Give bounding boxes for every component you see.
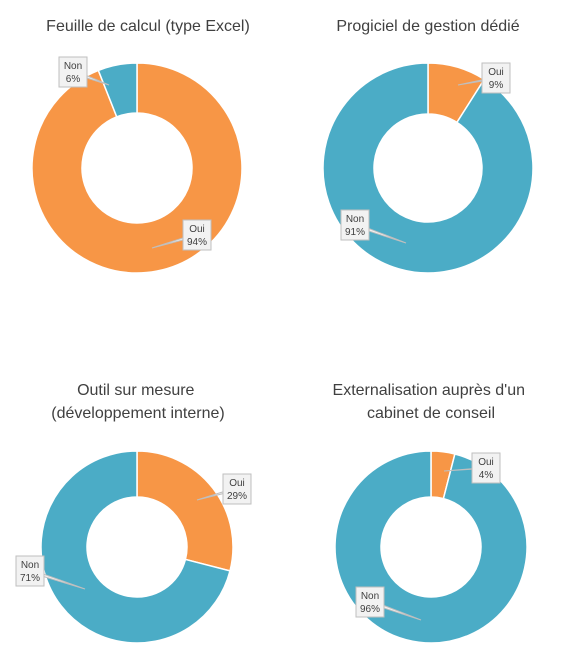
chart-outil-sur-mesure: Outil sur mesure (développement interne)… — [15, 382, 252, 644]
data-label-value: 71% — [20, 573, 40, 584]
data-label-box — [182, 219, 212, 251]
data-label-category: Oui — [478, 457, 494, 468]
chart-title: Outil sur mesure (développement interne) — [51, 382, 224, 422]
data-label-box — [340, 209, 370, 241]
data-label-category: Oui — [229, 478, 245, 489]
slice-non — [322, 62, 534, 274]
data-label-box — [355, 586, 385, 618]
data-label-value: 6% — [66, 74, 81, 85]
chart-title: Progiciel de gestion dédié — [336, 18, 519, 35]
slice-oui — [136, 450, 234, 572]
data-label-category: Non — [346, 214, 364, 225]
data-label-category: Non — [21, 560, 39, 571]
chart-externalisation: Externalisation auprès d'un cabinet de c… — [333, 382, 530, 644]
data-label-box — [222, 473, 252, 505]
data-label-value: 4% — [479, 470, 494, 481]
data-label-box — [58, 56, 88, 88]
data-label-value: 9% — [489, 80, 504, 91]
slice-non — [40, 450, 231, 644]
data-label-category: Non — [361, 591, 379, 602]
data-label-box — [471, 452, 501, 484]
data-label-value: 29% — [227, 491, 247, 502]
chart-feuille-de-calcul: Feuille de calcul (type Excel) Oui 94% Non… — [31, 18, 250, 274]
data-label-box — [481, 62, 511, 94]
data-label-value: 96% — [360, 604, 380, 615]
data-label-category: Oui — [488, 67, 504, 78]
data-label-value: 94% — [187, 237, 207, 248]
data-label-category: Oui — [189, 224, 205, 235]
chart-title: Feuille de calcul (type Excel) — [46, 18, 250, 35]
chart-progiciel-de-gestion: Progiciel de gestion dédié Oui 9% Non 91% — [322, 18, 534, 274]
data-label-box — [15, 555, 45, 587]
chart-title: Externalisation auprès d'un cabinet de c… — [333, 382, 530, 422]
data-label-value: 91% — [345, 227, 365, 238]
data-label-category: Non — [64, 61, 82, 72]
slice-non — [97, 62, 138, 118]
